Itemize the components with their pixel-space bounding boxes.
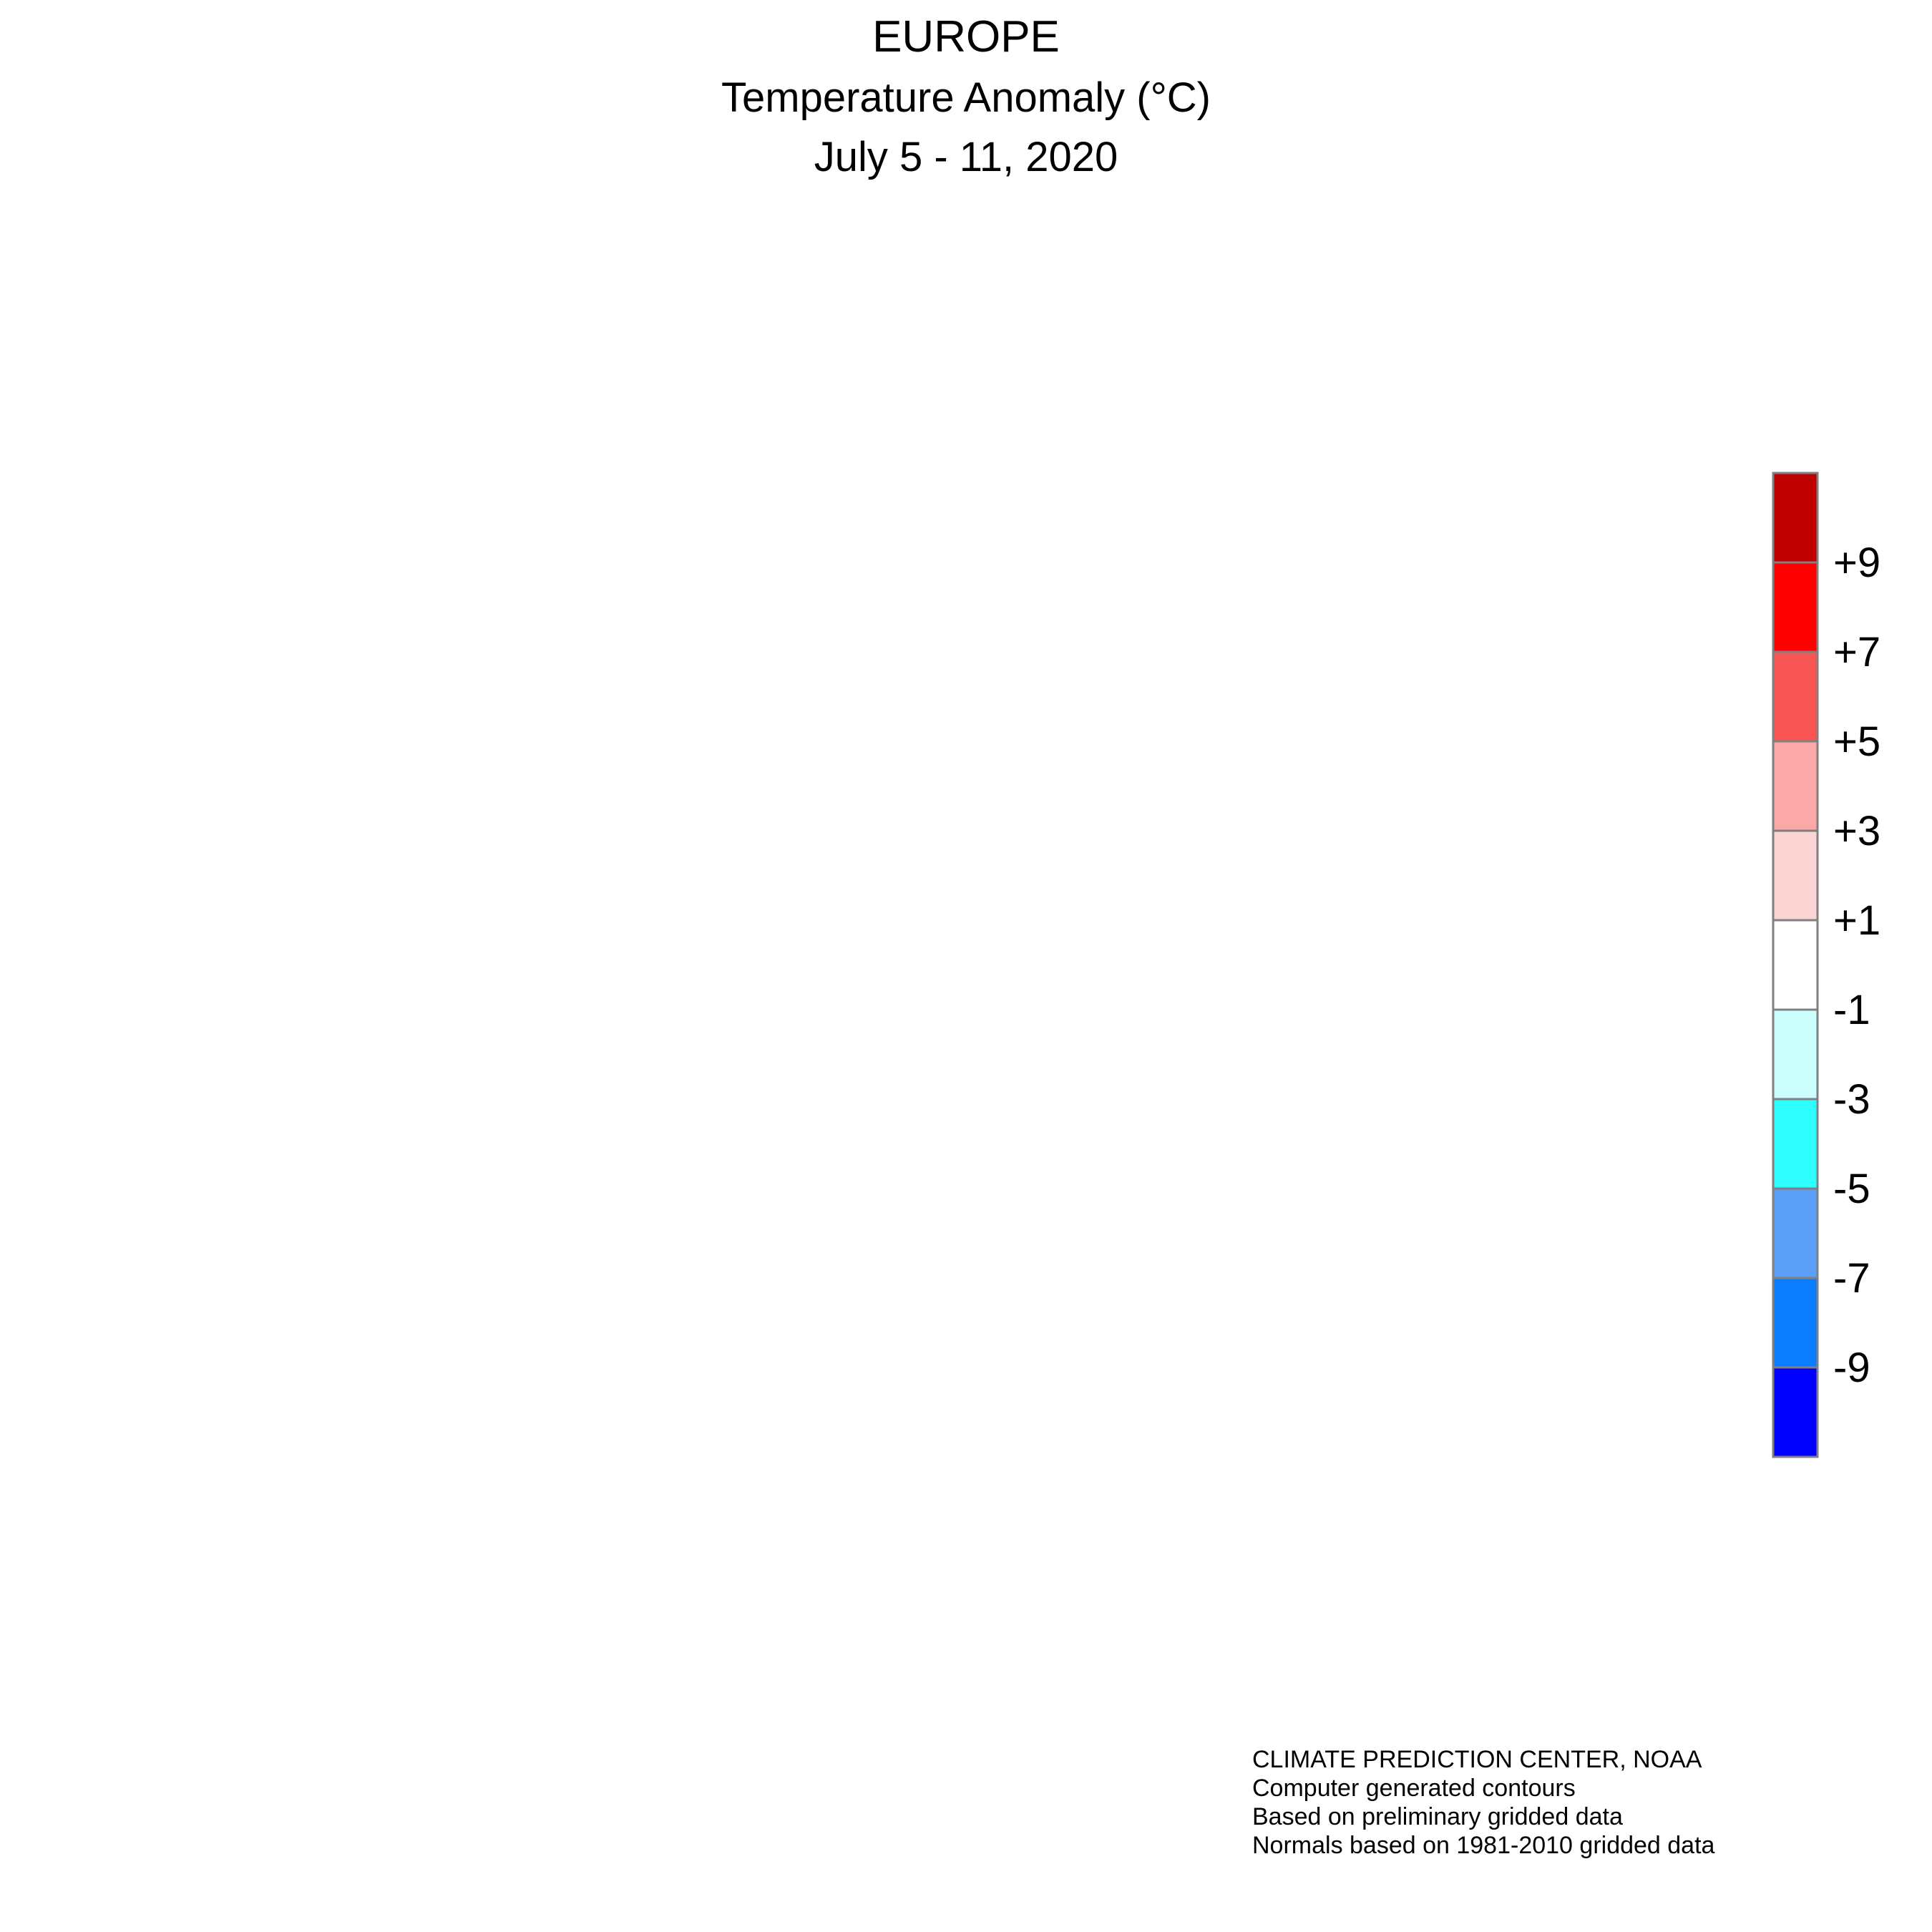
svg-text:-5: -5: [1833, 1166, 1870, 1212]
svg-text:+3: +3: [1833, 808, 1880, 854]
svg-text:Temperature Anomaly (°C): Temperature Anomaly (°C): [721, 74, 1211, 121]
svg-text:-7: -7: [1833, 1255, 1870, 1302]
svg-text:Computer generated contours: Computer generated contours: [1252, 1775, 1576, 1802]
svg-text:+1: +1: [1833, 897, 1880, 944]
svg-text:-3: -3: [1833, 1076, 1870, 1123]
svg-text:-1: -1: [1833, 987, 1870, 1033]
svg-text:-9: -9: [1833, 1345, 1870, 1391]
svg-text:Based on preliminary gridded d: Based on preliminary gridded data: [1252, 1803, 1623, 1830]
svg-text:EUROPE: EUROPE: [872, 12, 1060, 62]
svg-text:+9: +9: [1833, 540, 1880, 586]
svg-text:Normals based on 1981-2010 gri: Normals based on 1981-2010 gridded data: [1252, 1832, 1715, 1859]
svg-text:July 5 - 11, 2020: July 5 - 11, 2020: [814, 134, 1118, 180]
svg-text:+5: +5: [1833, 718, 1880, 765]
svg-text:CLIMATE PREDICTION CENTER, NOA: CLIMATE PREDICTION CENTER, NOAA: [1252, 1746, 1702, 1773]
svg-text:+7: +7: [1833, 629, 1880, 675]
